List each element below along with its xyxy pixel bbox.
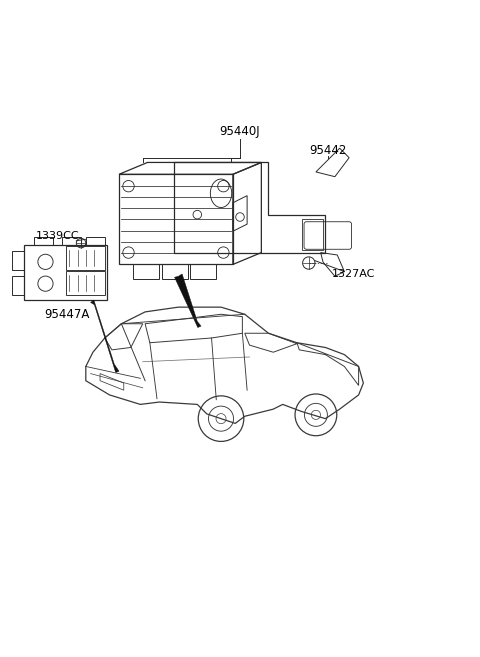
Text: 95447A: 95447A	[44, 307, 89, 321]
Text: 95442: 95442	[309, 144, 347, 157]
Polygon shape	[91, 300, 119, 373]
Text: 95440J: 95440J	[220, 125, 260, 138]
Polygon shape	[175, 274, 201, 328]
Text: 1339CC: 1339CC	[36, 231, 79, 241]
Text: 1327AC: 1327AC	[332, 269, 375, 279]
